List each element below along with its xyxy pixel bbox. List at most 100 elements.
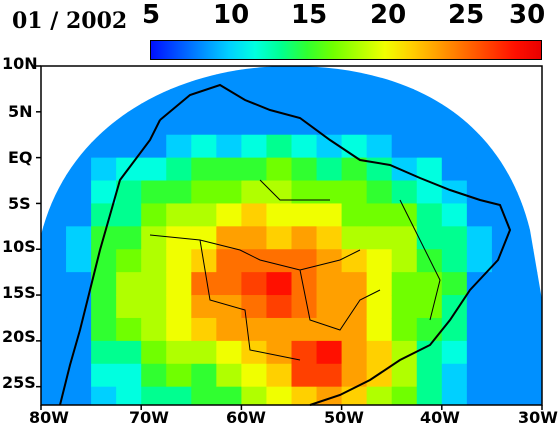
grid-cell [266, 88, 292, 113]
grid-cell [166, 203, 192, 227]
grid-cell [266, 66, 292, 90]
grid-cell [241, 249, 267, 273]
grid-cell [466, 111, 493, 136]
grid-cell [141, 295, 167, 319]
grid-cell [166, 134, 192, 159]
grid-cell [491, 134, 518, 159]
grid-cell [141, 226, 167, 250]
grid-cell [441, 295, 468, 319]
grid-cell [466, 386, 493, 405]
grid-cell [391, 386, 418, 405]
grid-cell [491, 249, 518, 273]
grid-cell [216, 295, 242, 319]
grid-cell [441, 88, 468, 113]
grid-cell [366, 66, 393, 90]
grid-cell [141, 180, 167, 204]
coastline [59, 83, 512, 406]
grid-cell [291, 66, 318, 90]
grid-cell [241, 180, 267, 204]
grid-cell [141, 249, 167, 273]
grid-cell [416, 134, 443, 159]
grid-cell [491, 340, 518, 365]
grid-cell [116, 386, 142, 405]
grid-cell [266, 386, 292, 405]
grid-cell [41, 272, 67, 296]
grid-cell [391, 249, 418, 273]
grid-cell [441, 226, 468, 250]
grid-cell [291, 272, 318, 296]
grid-cell [291, 340, 318, 365]
grid-cell [416, 272, 443, 296]
lon-label: 70W [129, 408, 169, 427]
grid-cell [391, 180, 418, 204]
grid-cell [466, 295, 493, 319]
grid-cell [341, 340, 368, 365]
grid-cell [516, 317, 542, 342]
lat-label: 20S [2, 327, 36, 346]
grid-cell [291, 88, 318, 113]
grid-cell [66, 180, 92, 204]
grid-cell [366, 340, 393, 365]
grid-cell [191, 249, 217, 273]
grid-cell [141, 111, 167, 136]
grid-cell [366, 317, 393, 342]
grid-cell [116, 180, 142, 204]
grid-cell [491, 111, 518, 136]
grid-cell [166, 295, 192, 319]
grid-cell [391, 203, 418, 227]
grid-cell [266, 340, 292, 365]
grid-cell [266, 363, 292, 388]
grid-cell [66, 386, 92, 405]
grid-cell [241, 111, 267, 136]
grid-cell [116, 134, 142, 159]
grid-cell [366, 134, 393, 159]
grid-cell [141, 272, 167, 296]
grid-cell [116, 111, 142, 136]
grid-cell [341, 272, 368, 296]
grid-cell [191, 226, 217, 250]
grid-cell [316, 134, 343, 159]
colorbar-tick: 15 [291, 0, 328, 30]
grid-cell [316, 157, 343, 182]
grid-cell [216, 134, 242, 159]
grid-cell [41, 180, 67, 204]
grid-cell [41, 317, 67, 342]
grid-cell [416, 157, 443, 182]
grid-cell [291, 111, 318, 136]
grid-cell [391, 363, 418, 388]
grid-cell [516, 272, 542, 296]
grid-cell [416, 111, 443, 136]
grid-cell [66, 111, 92, 136]
grid-cell [241, 134, 267, 159]
grid-cell [216, 226, 242, 250]
grid-cell [66, 66, 92, 90]
grid-cell [491, 295, 518, 319]
grid-cell [241, 157, 267, 182]
borders [149, 179, 441, 361]
lat-label: 25S [2, 373, 36, 392]
grid-cell [116, 203, 142, 227]
grid-cell [166, 249, 192, 273]
grid-cell [191, 88, 217, 113]
grid-cell [191, 180, 217, 204]
grid-cell [91, 203, 117, 227]
grid-cell [341, 249, 368, 273]
grid-cell [441, 111, 468, 136]
grid-cell [366, 88, 393, 113]
grid-cell [491, 272, 518, 296]
map-frame [40, 65, 543, 406]
grid-cell [366, 203, 393, 227]
grid-cell [41, 340, 67, 365]
grid-cell [41, 66, 67, 90]
grid-cell [491, 226, 518, 250]
grid-cell [166, 88, 192, 113]
grid-cell [316, 180, 343, 204]
grid-cell [41, 157, 67, 182]
lon-label: 40W [420, 408, 460, 427]
grid-cell [466, 226, 493, 250]
grid-cell [466, 134, 493, 159]
grid-cell [66, 88, 92, 113]
grid-cell [191, 157, 217, 182]
grid-cell [466, 317, 493, 342]
grid-cell [341, 363, 368, 388]
